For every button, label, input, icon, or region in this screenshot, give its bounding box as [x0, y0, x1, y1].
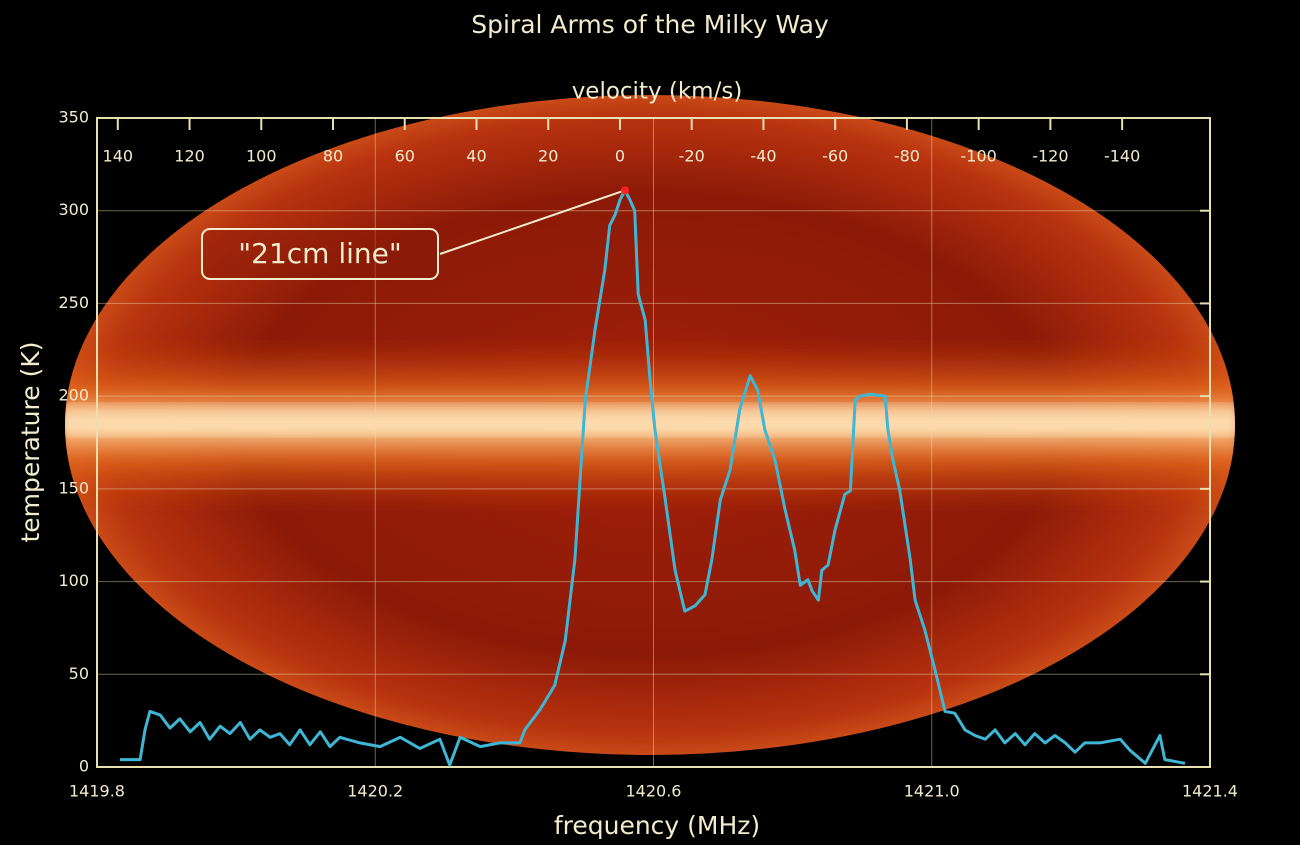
background-image [65, 95, 1235, 755]
x2-tick-label: -40 [750, 147, 776, 166]
plot-frame [96, 117, 1211, 768]
x2-tick-label: 60 [395, 147, 415, 166]
x2-tick-label: 20 [538, 147, 558, 166]
x-tick-label: 1420.6 [626, 782, 682, 801]
annotation-leader [439, 189, 626, 255]
x-tick-label: 1421.0 [904, 782, 960, 801]
x2-tick-label: -140 [1104, 147, 1140, 166]
y-tick-label: 350 [58, 108, 89, 127]
x2-tick-label: -60 [822, 147, 848, 166]
x2-tick-label: -100 [960, 147, 996, 166]
x2-tick-label: 80 [323, 147, 343, 166]
y-tick-label: 100 [58, 571, 89, 590]
x2-axis-label: velocity (km/s) [572, 79, 743, 105]
x2-tick-label: -80 [894, 147, 920, 166]
x-tick-label: 1420.2 [347, 782, 403, 801]
annotation-point [620, 186, 629, 195]
annotation-box [201, 228, 439, 280]
data-line [120, 188, 1186, 767]
y-tick-label: 200 [58, 386, 89, 405]
y-tick-label: 150 [58, 478, 89, 497]
y-tick-label: 50 [69, 664, 89, 683]
y-tick-label: 300 [58, 200, 89, 219]
x-axis-label: frequency (MHz) [554, 811, 760, 840]
x2-tick-label: 120 [174, 147, 205, 166]
chart-title: Spiral Arms of the Milky Way [471, 10, 829, 39]
x2-tick-label: 140 [103, 147, 134, 166]
y-tick-label: 250 [58, 293, 89, 312]
x2-tick-label: -20 [679, 147, 705, 166]
x2-tick-label: 40 [466, 147, 486, 166]
annotation-text: "21cm line" [238, 237, 402, 270]
x2-tick-label: 100 [246, 147, 277, 166]
y-tick-label: 0 [79, 757, 89, 776]
x2-tick-label: -120 [1032, 147, 1068, 166]
y-axis-label: temperature (K) [16, 342, 45, 543]
x-tick-label: 1419.8 [69, 782, 125, 801]
x-tick-label: 1421.4 [1182, 782, 1238, 801]
x2-tick-label: 0 [615, 147, 625, 166]
